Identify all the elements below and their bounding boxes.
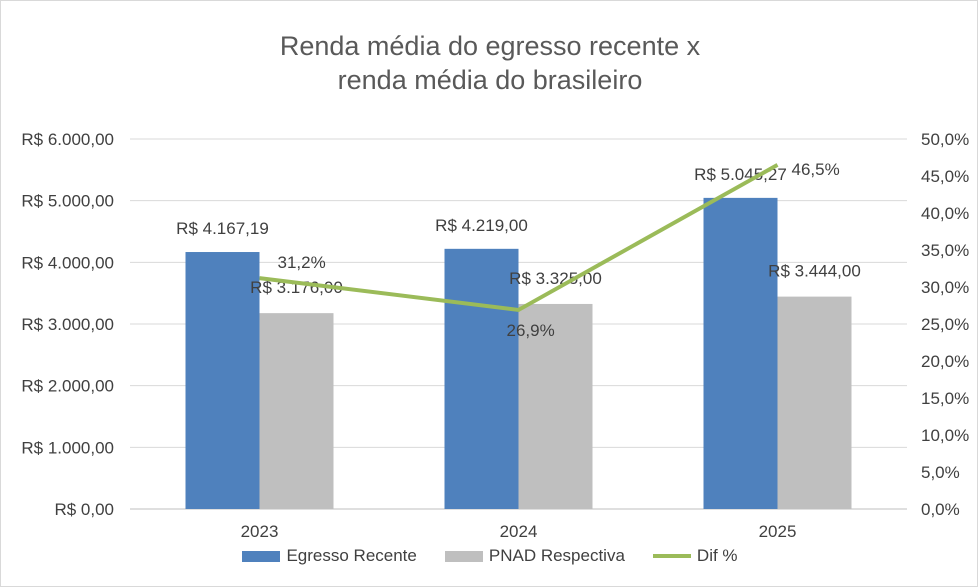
legend-swatch-egresso [242,550,281,562]
x-tick-label: 2024 [500,522,538,541]
bar-pnad [777,296,852,509]
y-right-tick-label: 40,0% [921,204,969,223]
bar-pnad [518,303,593,509]
x-tick-label: 2023 [241,522,279,541]
y-left-tick-label: R$ 0,00 [54,500,114,519]
legend-item-pnad: PNAD Respectiva [444,546,625,566]
y-right-tick-label: 15,0% [921,389,969,408]
legend-label-egresso: Egresso Recente [286,546,417,565]
chart-title-line-1: Renda média do egresso recente x [279,31,701,61]
y-left-tick-label: R$ 2.000,00 [21,377,114,396]
y-right-tick-label: 0,0% [921,500,960,519]
y-left-tick-label: R$ 5.000,00 [21,192,114,211]
line-data-label: 31,2% [278,253,326,272]
legend-item-dif: Dif % [652,546,738,566]
legend: Egresso Recente PNAD Respectiva Dif % [1,546,978,566]
line-dif [259,163,779,312]
y-left-tick-label: R$ 1.000,00 [21,438,114,457]
line-data-label: 26,9% [507,321,555,340]
bar-data-label: R$ 4.167,19 [176,219,269,238]
line-data-label: 46,5% [792,160,840,179]
y-left-tick-label: R$ 3.000,00 [21,315,114,334]
legend-label-pnad: PNAD Respectiva [488,546,625,565]
bar-egresso [185,252,260,509]
bar-data-label: R$ 4.219,00 [435,216,528,235]
y-right-tick-label: 35,0% [921,241,969,260]
y-right-tick-label: 5,0% [921,463,960,482]
bar-data-label: R$ 3.176,00 [250,278,343,297]
y-right-tick-label: 20,0% [921,352,969,371]
bar-data-label: R$ 3.444,00 [768,262,861,281]
y-left-tick-label: R$ 4.000,00 [21,253,114,272]
bar-egresso [703,197,778,510]
y-right-tick-label: 10,0% [921,426,969,445]
legend-label-dif: Dif % [696,546,738,565]
bar-data-label: R$ 3.325,00 [509,269,602,288]
y-right-tick-label: 45,0% [921,167,969,186]
y-right-tick-label: 30,0% [921,278,969,297]
y-right-tick-label: 50,0% [921,130,969,149]
y-right-tick-label: 25,0% [921,315,969,334]
legend-swatch-pnad [444,550,483,562]
legend-item-egresso: Egresso Recente [242,546,417,566]
chart-title: Renda média do egresso recente x renda m… [1,29,978,97]
bar-egresso [444,248,519,509]
y-left-tick-label: R$ 6.000,00 [21,130,114,149]
bar-data-label: R$ 5.045,27 [694,165,787,184]
chart-title-line-2: renda média do brasileiro [337,65,643,95]
bar-pnad [259,313,334,509]
x-tick-label: 2025 [759,522,797,541]
legend-swatch-dif [652,554,691,558]
